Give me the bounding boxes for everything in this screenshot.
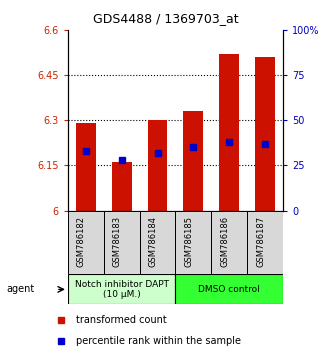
Text: GDS4488 / 1369703_at: GDS4488 / 1369703_at <box>93 12 238 25</box>
Bar <box>148 120 167 211</box>
Bar <box>255 57 275 211</box>
Bar <box>175 211 211 274</box>
Text: agent: agent <box>7 284 35 295</box>
Bar <box>247 211 283 274</box>
Text: Notch inhibitor DAPT
(10 μM.): Notch inhibitor DAPT (10 μM.) <box>75 280 168 299</box>
Text: percentile rank within the sample: percentile rank within the sample <box>76 336 241 346</box>
Bar <box>219 54 239 211</box>
Bar <box>68 211 104 274</box>
Bar <box>183 111 203 211</box>
Text: GSM786187: GSM786187 <box>256 216 265 267</box>
Text: GSM786184: GSM786184 <box>149 216 158 267</box>
Bar <box>112 162 131 211</box>
Text: GSM786185: GSM786185 <box>184 216 193 267</box>
Bar <box>104 211 140 274</box>
Text: transformed count: transformed count <box>76 315 167 325</box>
Bar <box>140 211 175 274</box>
Bar <box>68 274 175 304</box>
Bar <box>175 274 283 304</box>
Bar <box>76 123 96 211</box>
Text: GSM786186: GSM786186 <box>220 216 229 267</box>
Text: GSM786182: GSM786182 <box>77 216 86 267</box>
Text: DMSO control: DMSO control <box>198 285 260 294</box>
Bar <box>211 211 247 274</box>
Text: GSM786183: GSM786183 <box>113 216 122 267</box>
